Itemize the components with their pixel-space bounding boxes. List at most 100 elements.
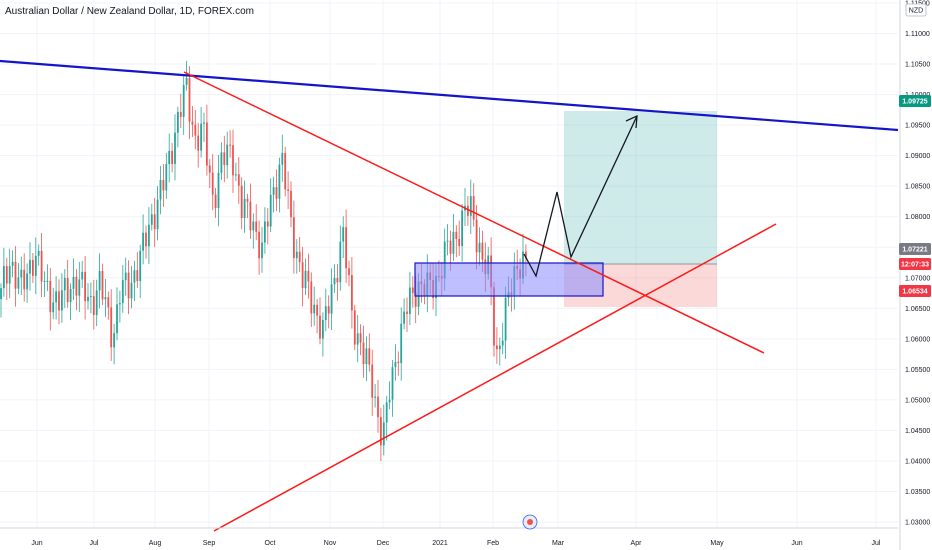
candle-body: [287, 189, 289, 191]
price-badge: [899, 258, 931, 270]
lower-trendline[interactable]: [213, 223, 777, 532]
candle-body: [168, 150, 171, 165]
candle-body: [211, 172, 214, 195]
candle-body: [243, 198, 246, 219]
y-tick-label: 1.06000: [905, 336, 930, 343]
candle-body: [496, 345, 498, 350]
demand-zone[interactable]: [414, 262, 604, 297]
candle-body: [171, 150, 173, 164]
candle-body: [188, 77, 191, 122]
currency-box[interactable]: [905, 3, 927, 17]
candle-body: [52, 302, 55, 313]
candle-body: [142, 232, 144, 251]
y-tick-label: 1.11000: [905, 31, 930, 38]
candle-body: [458, 238, 461, 246]
candle-body: [359, 333, 362, 343]
profit-zone[interactable]: [564, 111, 717, 264]
upper-trendline[interactable]: [183, 71, 765, 354]
candle-body: [452, 231, 455, 254]
candle-body: [461, 210, 463, 246]
candle-body: [353, 310, 356, 345]
x-tick-label: Mar: [552, 540, 565, 547]
candle-body: [258, 231, 260, 259]
x-tick-label: Nov: [324, 540, 337, 547]
candle-body: [69, 288, 72, 303]
currency-label: NZD: [909, 8, 923, 15]
candle-body: [0, 288, 2, 300]
candle-body: [72, 276, 75, 289]
candle-body: [133, 270, 136, 283]
candle-body: [84, 271, 86, 302]
candle-body: [20, 269, 23, 278]
candle-body: [220, 152, 223, 173]
candle-body: [336, 277, 339, 283]
candle-body: [333, 277, 336, 285]
candle-body: [397, 361, 400, 364]
resistance-line[interactable]: [0, 59, 899, 132]
candle-body: [61, 290, 63, 311]
candle-body: [148, 224, 150, 247]
drawing-lines[interactable]: [0, 59, 899, 532]
candle-body: [345, 227, 347, 269]
candle-body: [368, 348, 371, 365]
candle-body: [284, 152, 287, 190]
candle-body: [46, 280, 49, 282]
candle-body: [446, 240, 449, 242]
candle-body: [156, 199, 159, 230]
candle-body: [182, 84, 185, 117]
candle-body: [249, 201, 252, 231]
candle-body: [14, 261, 17, 289]
candle-body: [481, 242, 484, 260]
candle-body: [11, 261, 14, 266]
candle-body: [119, 302, 121, 305]
candle-body: [339, 241, 342, 283]
candle-body: [313, 304, 316, 314]
candle-body: [29, 259, 31, 274]
candle-body: [104, 297, 107, 300]
x-tick-label: May: [710, 540, 724, 547]
candle-body: [290, 190, 292, 218]
candle-body: [26, 273, 28, 290]
candle-body: [310, 281, 313, 314]
candle-body: [197, 135, 200, 151]
candle-body: [177, 111, 179, 133]
y-tick-label: 1.08500: [905, 184, 930, 191]
event-flag-dot: [527, 519, 533, 525]
candle-body: [240, 185, 243, 219]
candle-body: [153, 214, 156, 230]
candle-body: [272, 187, 275, 195]
candle-body: [92, 296, 95, 315]
candle-body: [327, 306, 330, 314]
candle-body: [203, 122, 205, 124]
candle-body: [348, 268, 350, 276]
candle-body: [32, 259, 34, 276]
candle-body: [174, 132, 176, 164]
projection-path[interactable]: [523, 115, 638, 278]
y-tick-label: 1.04000: [905, 458, 930, 465]
y-tick-label: 1.10500: [905, 62, 930, 69]
candle-body: [295, 251, 298, 259]
x-tick-label: Jun: [791, 540, 802, 547]
candle-body: [223, 152, 226, 166]
candle-body: [380, 417, 382, 446]
candle-body: [374, 396, 376, 398]
price-badge-label: 12:07:33: [901, 262, 929, 269]
candle-body: [255, 221, 258, 232]
candle-body: [43, 281, 46, 283]
x-tick-label: 2021: [432, 540, 448, 547]
candle-body: [179, 111, 182, 117]
candle-body: [307, 270, 310, 282]
candle-body: [63, 277, 66, 291]
projection-arrow-head: [625, 114, 638, 129]
candle-body: [49, 280, 52, 313]
candle-body: [206, 122, 208, 166]
y-tick-label: 1.07000: [905, 275, 930, 282]
candle-body: [322, 320, 324, 339]
candle-body: [298, 251, 301, 263]
candle-body: [388, 399, 391, 403]
x-tick-label: Aug: [149, 540, 162, 547]
candle-body: [455, 231, 458, 239]
candle-body: [406, 311, 408, 314]
candle-body: [330, 284, 333, 314]
